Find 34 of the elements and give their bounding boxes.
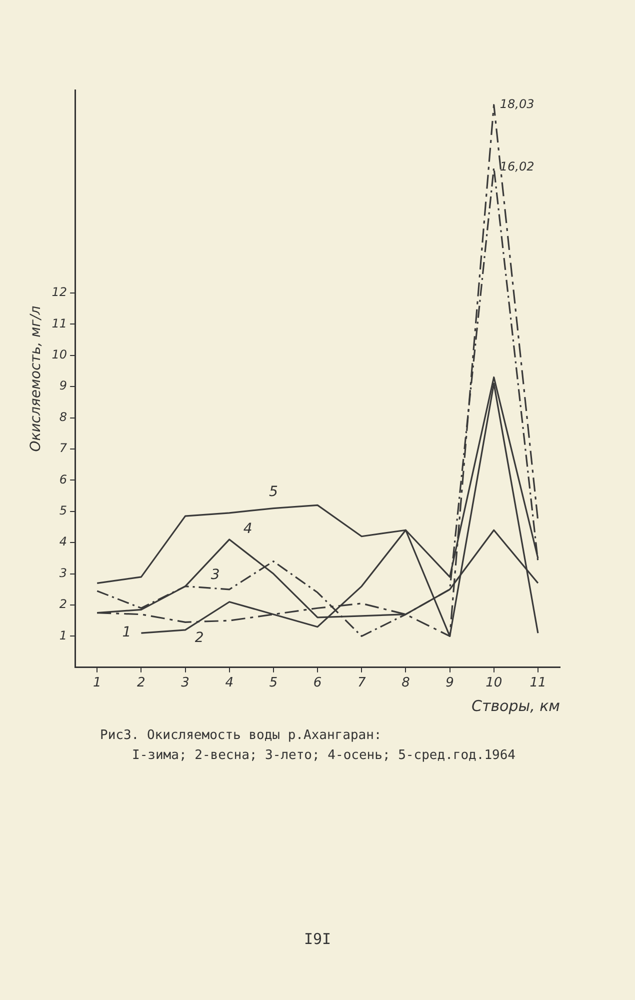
y-tick-label: 2 (59, 597, 68, 612)
x-tick-label: 8 (402, 676, 410, 691)
y-tick-label: 1 (59, 628, 68, 642)
series-label: 3 (210, 567, 220, 584)
x-tick-label: 2 (137, 676, 146, 691)
text: Рис3. Окисляемость воды р.Ахангаран: (100, 728, 382, 743)
y-tick-label: 3 (59, 566, 68, 580)
y-tick-label: 7 (59, 441, 68, 456)
x-tick-label: 11 (530, 676, 546, 691)
series-label: 5 (268, 484, 278, 500)
text: I-зима; 2-весна; 3-лето; 4-осень; 5-сред.год.1964 (132, 748, 516, 763)
x-tick-label: 1 (92, 676, 102, 691)
annotation: 18,03 (500, 96, 534, 111)
series-label: 1 (122, 624, 132, 641)
y-tick-label: 9 (59, 378, 68, 393)
y-tick-label: 5 (59, 504, 68, 518)
y-tick-label: 8 (59, 410, 68, 424)
x-tick-label: 5 (269, 676, 278, 691)
series-label: 2 (194, 630, 204, 646)
y-tick-label: 4 (59, 534, 68, 549)
x-axis-title: Створы, км (471, 696, 560, 715)
y-tick-label: 12 (52, 285, 68, 300)
y-tick-label: 6 (59, 472, 68, 486)
x-tick-label: 10 (486, 676, 502, 691)
x-tick-label: 3 (181, 676, 190, 691)
x-tick-label: 4 (225, 676, 234, 691)
y-tick-label: 10 (52, 348, 68, 362)
x-tick-label: 6 (313, 676, 322, 691)
series-label: 4 (243, 521, 252, 538)
x-tick-label: 7 (357, 676, 366, 691)
text: I9I (302, 930, 332, 948)
y-tick-label: 11 (52, 316, 68, 330)
x-tick-label: 9 (446, 676, 454, 691)
y-axis-title: Окисляемость, мг/л (28, 306, 44, 452)
